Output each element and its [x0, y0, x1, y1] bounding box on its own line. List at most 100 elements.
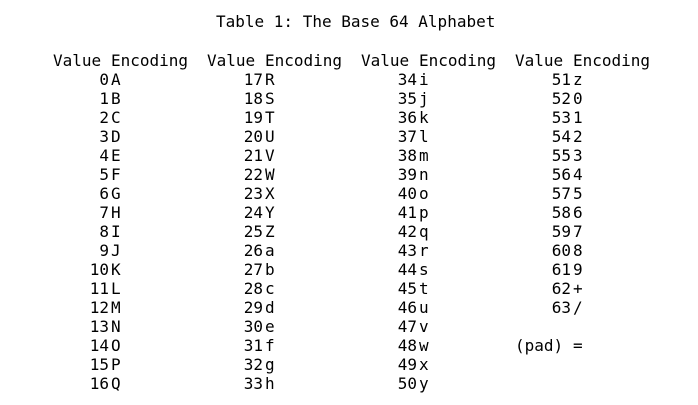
encoding-cell: B: [111, 89, 121, 108]
table-row: 26 a: [207, 241, 367, 260]
value-cell: 42: [397, 222, 417, 241]
column-header: Value Encoding: [515, 51, 675, 70]
value-cell: 15: [89, 355, 109, 374]
encoding-cell: s: [419, 260, 429, 279]
value-cell: 61: [551, 260, 571, 279]
value-header: Value: [53, 51, 102, 70]
value-cell: 8: [99, 222, 109, 241]
encoding-cell: k: [419, 108, 429, 127]
value-cell: 9: [99, 241, 109, 260]
table-row: 36 k: [361, 108, 521, 127]
table-row: 42 q: [361, 222, 521, 241]
encoding-cell: D: [111, 127, 121, 146]
encoding-cell: d: [265, 298, 275, 317]
value-cell: 27: [243, 260, 263, 279]
value-cell: 54: [551, 127, 571, 146]
value-cell: 39: [397, 165, 417, 184]
value-cell: 13: [89, 317, 109, 336]
value-cell: 28: [243, 279, 263, 298]
value-cell: 12: [89, 298, 109, 317]
encoding-header: Encoding: [265, 51, 343, 70]
value-cell: 37: [397, 127, 417, 146]
spacer-row: [515, 317, 675, 336]
table-row: 19 T: [207, 108, 367, 127]
value-cell: 47: [397, 317, 417, 336]
value-header: Value: [207, 51, 256, 70]
table-row: 46 u: [361, 298, 521, 317]
encoding-cell: L: [111, 279, 121, 298]
encoding-cell: C: [111, 108, 121, 127]
value-cell: 17: [243, 70, 263, 89]
table-row: 55 3: [515, 146, 675, 165]
encoding-cell: y: [419, 374, 429, 393]
value-cell: 56: [551, 165, 571, 184]
encoding-cell: e: [265, 317, 275, 336]
value-cell: 14: [89, 336, 109, 355]
table-row: 57 5: [515, 184, 675, 203]
value-cell: 34: [397, 70, 417, 89]
encoding-cell: U: [265, 127, 275, 146]
encoding-cell: m: [419, 146, 429, 165]
value-cell: 19: [243, 108, 263, 127]
encoding-cell: +: [573, 279, 583, 298]
table-row: 15 P: [53, 355, 213, 374]
table-row: 38 m: [361, 146, 521, 165]
encoding-cell: 8: [573, 241, 583, 260]
value-cell: 3: [99, 127, 109, 146]
table-row: 27 b: [207, 260, 367, 279]
encoding-cell: J: [111, 241, 121, 260]
encoding-cell: E: [111, 146, 121, 165]
encoding-cell: f: [265, 336, 275, 355]
value-cell: 49: [397, 355, 417, 374]
value-cell: 7: [99, 203, 109, 222]
encoding-cell: l: [419, 127, 429, 146]
value-cell: 43: [397, 241, 417, 260]
table-row: 52 0: [515, 89, 675, 108]
value-cell: 10: [89, 260, 109, 279]
value-cell: 63: [551, 298, 571, 317]
encoding-cell: R: [265, 70, 275, 89]
column-header: Value Encoding: [53, 51, 213, 70]
table-row: 54 2: [515, 127, 675, 146]
encoding-cell: u: [419, 298, 429, 317]
encoding-cell: P: [111, 355, 121, 374]
encoding-cell: p: [419, 203, 429, 222]
encoding-cell: Z: [265, 222, 275, 241]
value-cell: 41: [397, 203, 417, 222]
table-title: Table 1: The Base 64 Alphabet: [216, 12, 496, 31]
table-row: 56 4: [515, 165, 675, 184]
value-cell: 53: [551, 108, 571, 127]
encoding-cell: 5: [573, 184, 583, 203]
value-header: Value: [515, 51, 564, 70]
table-row: 34 i: [361, 70, 521, 89]
encoding-cell: W: [265, 165, 275, 184]
encoding-cell: h: [265, 374, 275, 393]
encoding-cell: 9: [573, 260, 583, 279]
encoding-cell: r: [419, 241, 429, 260]
table-row: 47 v: [361, 317, 521, 336]
value-cell: 5: [99, 165, 109, 184]
value-cell: 40: [397, 184, 417, 203]
table-row: 12 M: [53, 298, 213, 317]
encoding-cell: i: [419, 70, 429, 89]
table-row: 50 y: [361, 374, 521, 393]
value-header: Value: [361, 51, 410, 70]
encoding-cell: /: [573, 298, 583, 317]
value-cell: 50: [397, 374, 417, 393]
encoding-cell: a: [265, 241, 275, 260]
value-cell: 1: [99, 89, 109, 108]
value-cell: 22: [243, 165, 263, 184]
encoding-cell: S: [265, 89, 275, 108]
pad-label: (pad): [515, 336, 564, 355]
value-cell: 35: [397, 89, 417, 108]
value-cell: 60: [551, 241, 571, 260]
encoding-cell: O: [111, 336, 121, 355]
table-row: 25 Z: [207, 222, 367, 241]
value-cell: 0: [99, 70, 109, 89]
table-row: 40 o: [361, 184, 521, 203]
